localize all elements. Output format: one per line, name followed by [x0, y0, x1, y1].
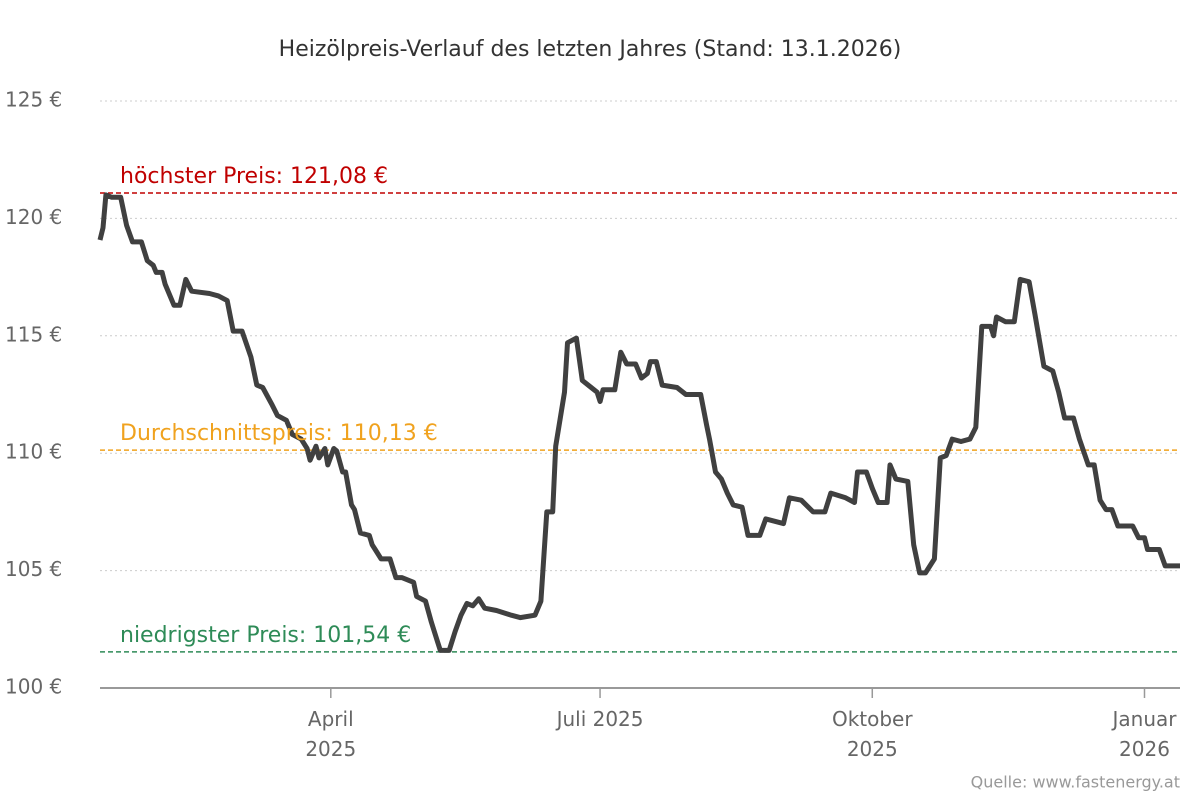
reference-label: niedrigster Preis: 101,54 € [120, 623, 411, 648]
y-tick-label: 120 € [5, 205, 62, 229]
reference-label: Durchschnittspreis: 110,13 € [120, 421, 438, 446]
y-tick-label: 110 € [5, 440, 62, 464]
x-tick-label: April 2025 [305, 707, 357, 761]
x-tick-label: Oktober 2025 [831, 707, 913, 761]
y-tick-label: 125 € [5, 88, 62, 112]
source: Quelle: www.fastenergy.at [971, 773, 1180, 792]
reference-label: höchster Preis: 121,08 € [120, 164, 388, 189]
x-tick-label: Juli 2025 [556, 707, 644, 731]
x-tick-label: Januar 2026 [1112, 707, 1177, 761]
y-tick-label: 105 € [5, 557, 62, 581]
chart-title: Heizölpreis-Verlauf des letzten Jahres (… [279, 37, 902, 62]
y-tick-label: 115 € [5, 322, 62, 346]
price-line [97, 192, 1180, 653]
y-tick-label: 100 € [5, 675, 62, 699]
